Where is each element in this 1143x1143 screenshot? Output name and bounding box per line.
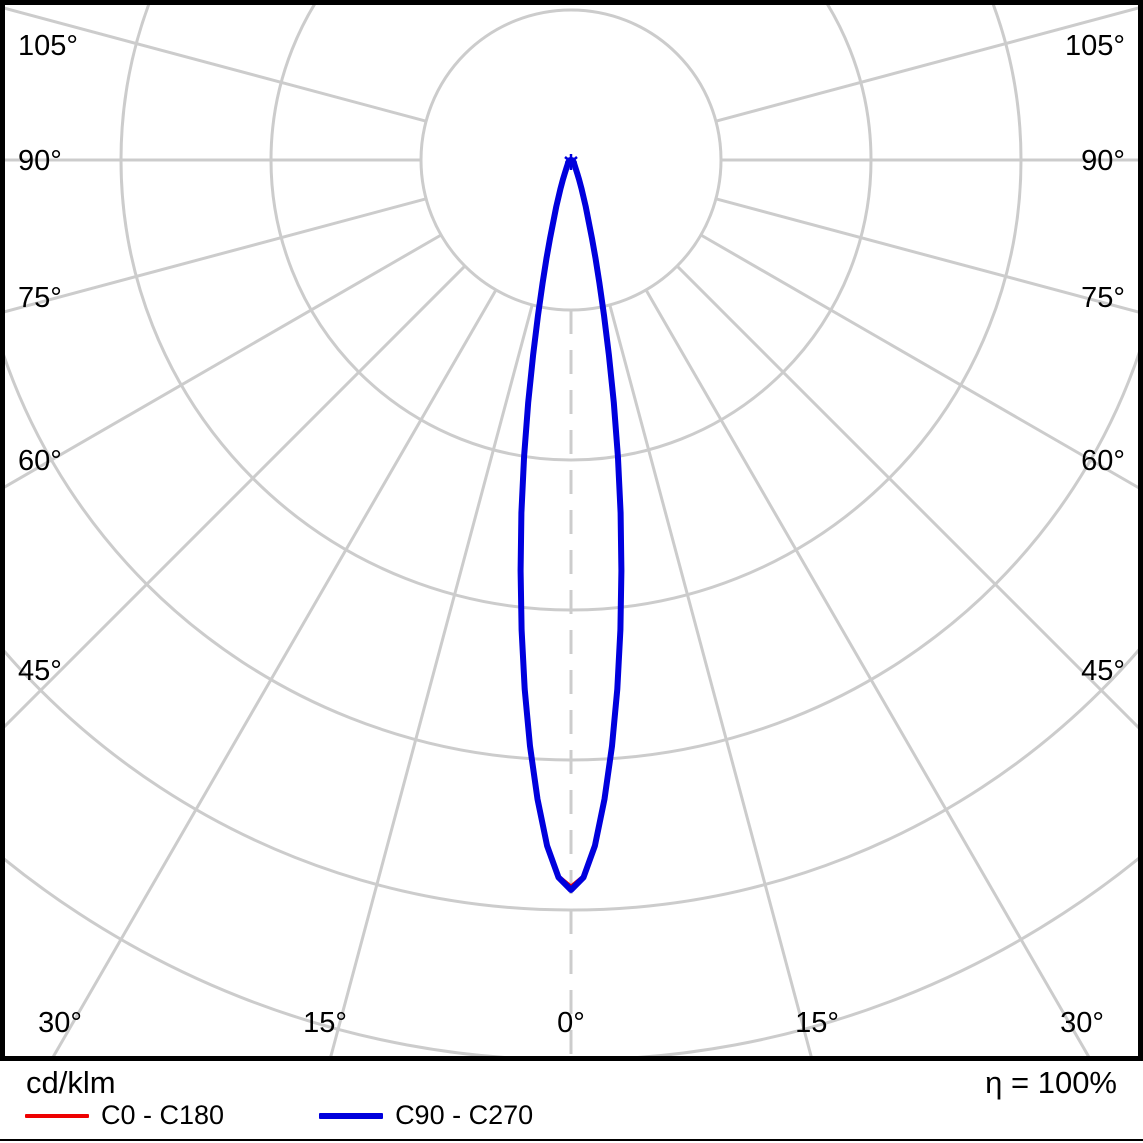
legend-label-c0-c180: C0 - C180	[101, 1100, 225, 1130]
footer-top-row: cd/klm η = 100%	[0, 1062, 1143, 1100]
svg-text:30°: 30°	[1060, 1007, 1104, 1039]
svg-text:15°: 15°	[303, 1007, 347, 1039]
svg-text:105°: 105°	[18, 30, 78, 62]
svg-text:45°: 45°	[1081, 655, 1125, 687]
svg-text:75°: 75°	[18, 282, 62, 314]
c0-c180-line-swatch	[25, 1113, 89, 1118]
svg-text:90°: 90°	[18, 145, 62, 177]
legend-footer: cd/klm η = 100% C0 - C180 C90 - C270	[0, 1062, 1143, 1141]
legend: C0 - C180 C90 - C270	[25, 1100, 533, 1131]
svg-text:90°: 90°	[1081, 145, 1125, 177]
polar-chart-svg: 105° 105° 90° 90° 75° 75° 60° 60° 45° 45° 30° 30° 15…	[0, 0, 1143, 1061]
svg-text:0°: 0°	[557, 1007, 585, 1039]
svg-text:15°: 15°	[795, 1007, 839, 1039]
svg-text:105°: 105°	[1065, 30, 1125, 62]
legend-label-c90-c270: C90 - C270	[395, 1100, 534, 1130]
svg-text:75°: 75°	[1081, 282, 1125, 314]
svg-text:45°: 45°	[18, 655, 62, 687]
svg-text:30°: 30°	[38, 1007, 82, 1039]
svg-text:60°: 60°	[18, 445, 62, 477]
efficiency-label: η = 100%	[985, 1065, 1117, 1100]
polar-plot-area: 105° 105° 90° 90° 75° 75° 60° 60° 45° 45° 30° 30° 15…	[0, 0, 1143, 1062]
c90-c270-line-swatch	[319, 1112, 384, 1119]
units-label: cd/klm	[26, 1065, 116, 1100]
svg-text:60°: 60°	[1081, 445, 1125, 477]
